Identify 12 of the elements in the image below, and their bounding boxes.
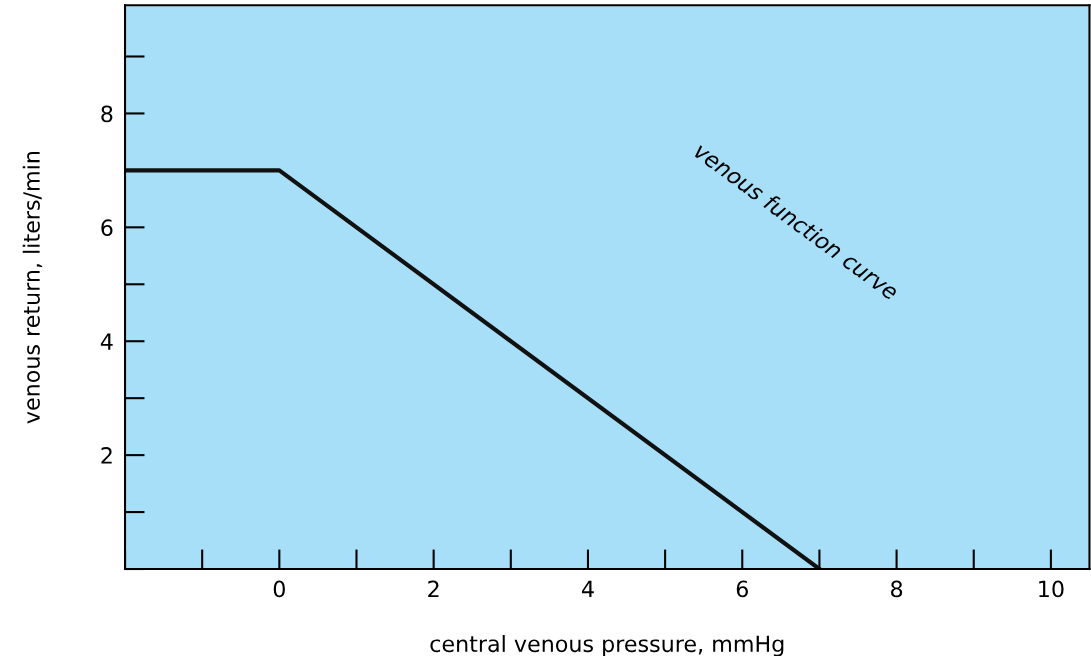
x-tick-label: 4 [581,580,594,598]
x-tick-label: 8 [891,580,903,598]
y-axis-title: venous return, liters/min [22,151,43,424]
x-axis-title: central venous pressure, mmHg [430,634,784,656]
x-tick-label: 6 [736,580,748,598]
y-tick-label: 8 [101,105,113,123]
y-tick-label: 6 [101,219,113,237]
x-tick-label: 0 [273,580,285,598]
x-tick-label: 2 [428,580,439,598]
y-tick-label: 4 [100,333,113,350]
x-tick-label: 10 [1039,580,1064,598]
y-tick-label: 2 [101,447,112,464]
